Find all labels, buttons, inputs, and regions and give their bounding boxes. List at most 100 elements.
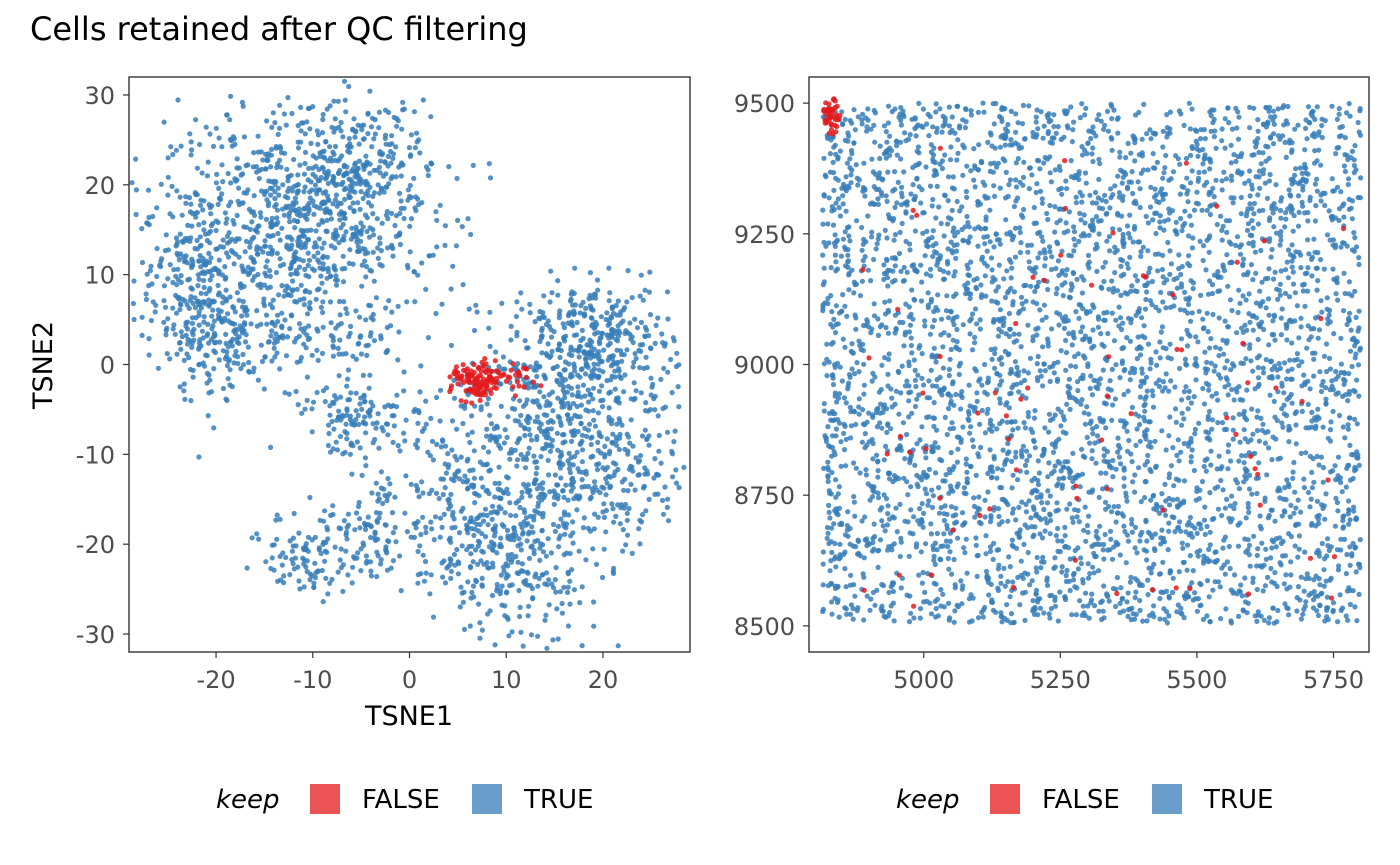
point-keep-true xyxy=(1338,189,1344,195)
point-keep-true xyxy=(359,472,365,478)
point-keep-true xyxy=(1178,336,1185,342)
point-keep-true xyxy=(1293,422,1299,428)
point-keep-true xyxy=(1102,531,1108,538)
point-keep-true xyxy=(522,425,528,431)
point-keep-true xyxy=(591,361,597,367)
point-keep-true xyxy=(554,606,560,612)
point-keep-true xyxy=(620,318,626,324)
point-keep-true xyxy=(500,354,506,360)
point-keep-true xyxy=(523,485,529,491)
point-keep-true xyxy=(330,503,336,509)
point-keep-true xyxy=(377,240,383,246)
point-keep-true xyxy=(579,459,586,465)
point-keep-true xyxy=(196,258,202,264)
point-keep-true xyxy=(308,140,314,146)
point-keep-true xyxy=(1078,561,1084,567)
point-keep-true xyxy=(471,448,477,454)
point-keep-true xyxy=(224,397,230,403)
point-keep-true xyxy=(417,150,423,156)
point-keep-true xyxy=(1143,296,1149,303)
point-keep-true xyxy=(589,295,595,301)
point-keep-true xyxy=(594,462,600,468)
point-keep-true xyxy=(272,322,278,328)
point-keep-true xyxy=(636,472,642,478)
point-keep-true xyxy=(278,150,285,156)
point-keep-true xyxy=(606,405,612,411)
point-keep-true xyxy=(621,487,627,493)
point-keep-true xyxy=(236,165,242,171)
point-keep-true xyxy=(549,581,555,587)
point-keep-true xyxy=(952,608,958,614)
point-keep-true xyxy=(321,154,327,160)
point-keep-true xyxy=(1023,395,1029,401)
point-keep-true xyxy=(490,564,496,570)
point-keep-true xyxy=(1109,278,1115,284)
point-keep-true xyxy=(576,354,582,360)
point-keep-true xyxy=(1085,252,1092,259)
point-keep-true xyxy=(336,351,342,357)
point-keep-true xyxy=(931,317,938,323)
point-keep-true xyxy=(548,550,555,556)
point-keep-true xyxy=(611,519,617,525)
point-keep-true xyxy=(893,388,900,394)
point-keep-true xyxy=(307,300,313,306)
point-keep-true xyxy=(273,331,279,337)
point-keep-true xyxy=(380,151,386,157)
point-keep-true xyxy=(638,272,644,278)
point-keep-true xyxy=(298,128,304,134)
point-keep-true xyxy=(318,174,324,181)
point-keep-true xyxy=(971,177,977,183)
point-keep-true xyxy=(395,118,401,124)
point-keep-true xyxy=(183,332,189,338)
point-keep-true xyxy=(1255,408,1261,414)
point-keep-true xyxy=(540,314,546,320)
point-keep-true xyxy=(375,553,381,559)
point-keep-true xyxy=(425,449,431,455)
point-keep-true xyxy=(258,214,264,220)
point-keep-true xyxy=(1330,600,1337,606)
point-keep-true xyxy=(610,568,616,574)
point-keep-true xyxy=(343,229,349,235)
point-keep-true xyxy=(1309,273,1315,279)
point-keep-true xyxy=(586,399,592,405)
point-keep-true xyxy=(673,363,680,370)
point-keep-true xyxy=(1139,136,1145,142)
point-keep-false xyxy=(468,387,474,393)
point-keep-true xyxy=(269,215,275,221)
point-keep-true xyxy=(922,589,928,596)
point-keep-true xyxy=(636,458,643,464)
point-keep-true xyxy=(196,346,202,352)
point-keep-true xyxy=(547,448,554,454)
point-keep-true xyxy=(849,151,855,157)
point-keep-true xyxy=(213,125,219,131)
point-keep-true xyxy=(214,171,220,177)
point-keep-true xyxy=(658,460,664,466)
point-keep-true xyxy=(319,567,325,574)
point-keep-true xyxy=(1046,460,1052,466)
point-keep-true xyxy=(615,298,621,304)
point-keep-true xyxy=(375,536,381,542)
point-keep-true xyxy=(220,237,226,243)
point-keep-true xyxy=(452,524,458,530)
point-keep-true xyxy=(916,572,922,578)
point-keep-true xyxy=(963,536,969,542)
point-keep-true xyxy=(906,329,913,335)
point-keep-true xyxy=(523,577,529,584)
point-keep-true xyxy=(526,555,533,562)
point-keep-true xyxy=(517,604,523,611)
point-keep-true xyxy=(306,257,313,263)
point-keep-true xyxy=(384,421,391,427)
point-keep-true xyxy=(295,172,301,178)
point-keep-true xyxy=(1174,275,1180,281)
point-keep-true xyxy=(987,130,994,136)
point-keep-true xyxy=(508,512,514,518)
point-keep-true xyxy=(487,437,493,443)
point-keep-true xyxy=(448,342,454,348)
point-keep-true xyxy=(344,430,350,436)
point-keep-true xyxy=(532,319,538,325)
point-keep-true xyxy=(853,421,859,428)
point-keep-true xyxy=(909,410,915,416)
point-keep-true xyxy=(1259,540,1265,546)
point-keep-true xyxy=(498,535,504,541)
point-keep-true xyxy=(367,161,373,167)
